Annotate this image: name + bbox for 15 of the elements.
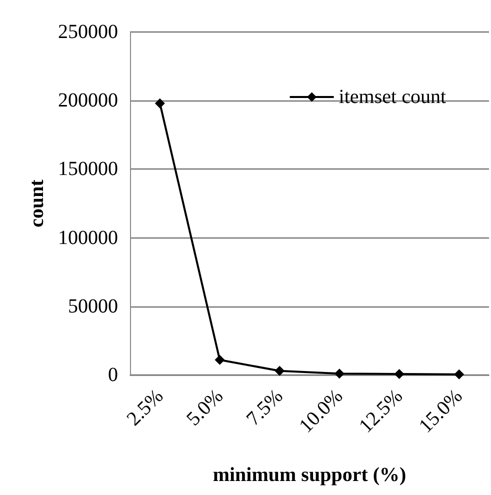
point — [154, 98, 165, 108]
y-axis-title: count — [26, 179, 48, 228]
point — [454, 369, 464, 380]
y-tick-label: 0 — [108, 364, 118, 386]
point — [214, 354, 225, 365]
y-tick-label: 100000 — [58, 226, 118, 249]
y-tick-label: 250000 — [58, 21, 118, 43]
x-axis-title: minimum support (%) — [212, 464, 406, 486]
y-tick-label: 150000 — [58, 158, 118, 180]
point — [334, 368, 344, 379]
y-tick-label: 50000 — [68, 295, 118, 318]
y-tick-label: 200000 — [58, 90, 118, 112]
point — [394, 369, 404, 380]
legend-label: itemset count — [338, 86, 446, 108]
point — [274, 366, 285, 376]
